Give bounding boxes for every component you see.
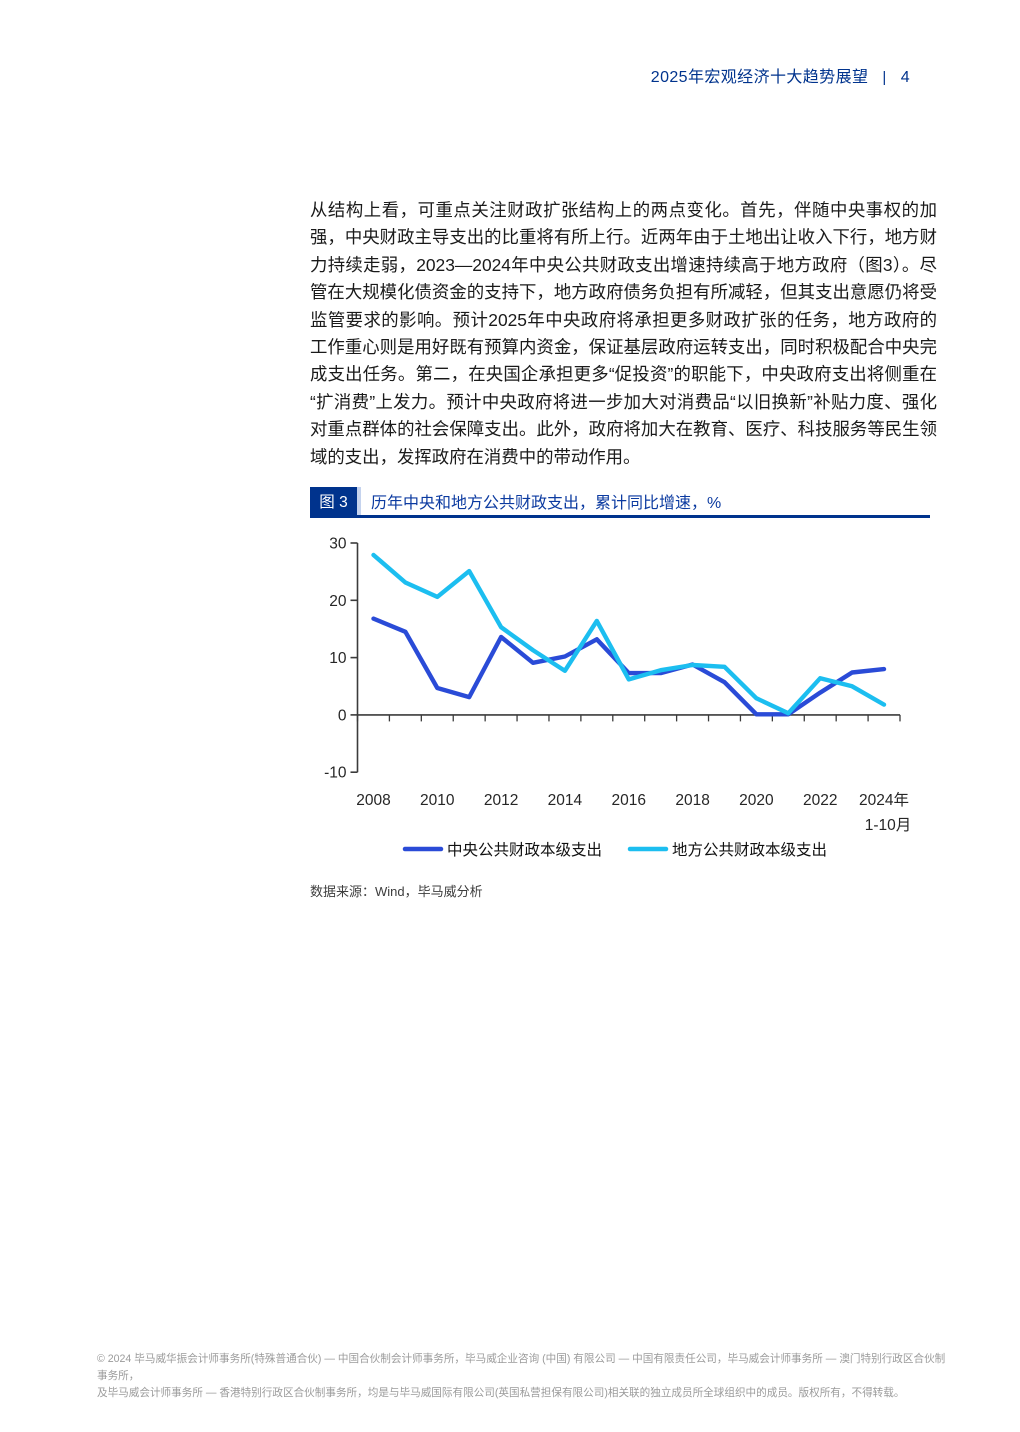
series-line-1: [371, 552, 887, 716]
footer-line-2: 及毕马威会计师事务所 — 香港特别行政区合伙制事务所，均是与毕马威国际有限公司(…: [97, 1386, 905, 1399]
footer-line-1: © 2024 毕马威华振会计师事务所(特殊普通合伙) — 中国合伙制会计师事务所…: [97, 1353, 946, 1382]
figure-label-separator: [357, 487, 361, 515]
figure-header: 图 3 历年中央和地方公共财政支出，累计同比增速，%: [310, 487, 930, 515]
x-axis-tick-label: 2012: [484, 792, 518, 809]
data-source-note: 数据来源：Wind，毕马威分析: [310, 884, 483, 899]
x-axis-tick-label: 2018: [675, 792, 709, 809]
figure-title: 历年中央和地方公共财政支出，累计同比增速，%: [371, 495, 722, 512]
page-number: 4: [900, 69, 910, 86]
x-axis-tick-label: 2020: [739, 792, 774, 809]
x-axis-tick-label: 2024年: [859, 791, 909, 809]
y-axis-tick-label: 10: [329, 650, 347, 667]
line-chart: 30 20 10 0 -10 2008 2010 2012 2014 2016 2018 2020 20…: [310, 524, 942, 886]
page-footer: © 2024 毕马威华振会计师事务所(特殊普通合伙) — 中国合伙制会计师事务所…: [97, 1351, 947, 1401]
y-axis-tick-label: 20: [329, 593, 347, 610]
header-divider: |: [882, 69, 887, 86]
legend-label-1: 地方公共财政本级支出: [672, 841, 827, 859]
x-axis-tick-label: 2008: [356, 792, 390, 809]
figure-label-badge: 图 3: [310, 487, 357, 515]
x-axis-tick-sublabel: 1-10月: [865, 817, 912, 834]
legend-label-0: 中央公共财政本级支出: [447, 841, 602, 859]
series-line-0: [371, 616, 887, 717]
figure-title-rule: [310, 515, 930, 518]
report-title: 2025年宏观经济十大趋势展望: [650, 69, 869, 86]
y-axis-tick-label: 0: [338, 707, 347, 724]
x-axis-tick-label: 2014: [548, 792, 583, 809]
x-axis-tick-label: 2022: [803, 792, 837, 809]
y-axis-tick-label: -10: [324, 765, 347, 782]
x-axis-tick-label: 2016: [612, 792, 646, 809]
body-paragraph: 从结构上看，可重点关注财政扩张结构上的两点变化。首先，伴随中央事权的加强，中央财…: [310, 200, 937, 467]
x-axis-tick-label: 2010: [420, 792, 455, 809]
y-axis-tick-label: 30: [329, 536, 347, 553]
page-header: 2025年宏观经济十大趋势展望 | 4: [651, 63, 910, 87]
